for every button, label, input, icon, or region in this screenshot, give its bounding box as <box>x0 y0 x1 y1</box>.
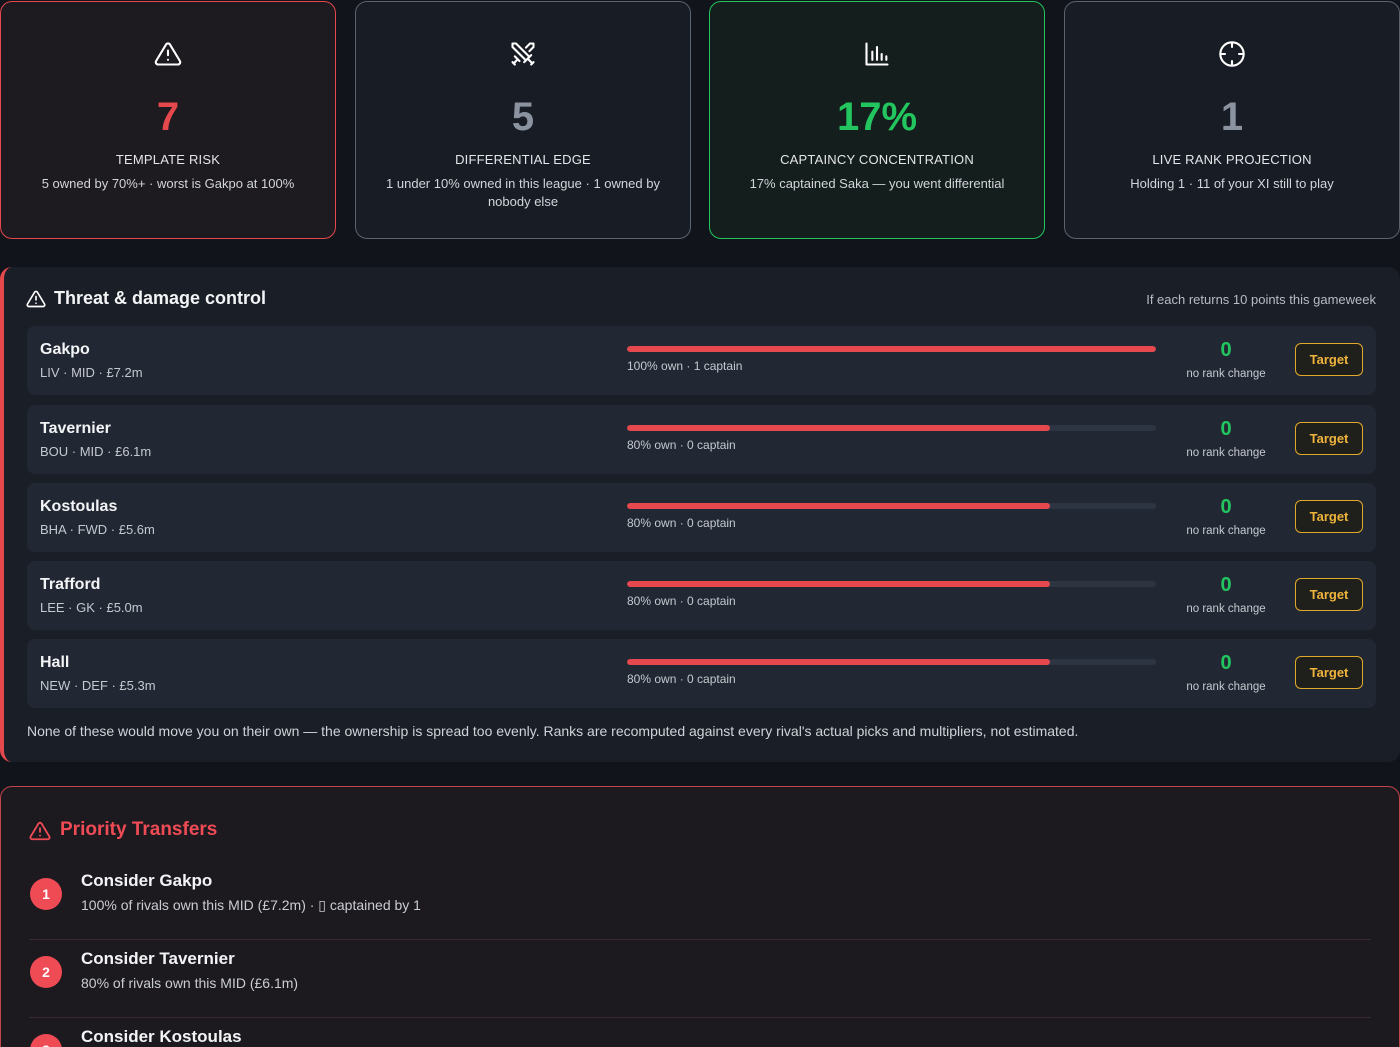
template-risk-sub: 5 owned by 70%+ · worst is Gakpo at 100% <box>41 176 295 191</box>
warning-triangle-icon <box>29 820 51 842</box>
threat-row: Gakpo LIV · MID · £7.2m 100% own · 1 cap… <box>27 326 1376 395</box>
threat-row: Kostoulas BHA · FWD · £5.6m 80% own · 0 … <box>27 483 1376 552</box>
warning-triangle-icon <box>26 289 46 309</box>
player-meta: NEW · DEF · £5.3m <box>40 678 156 693</box>
rank-change-value: 0 <box>1220 652 1232 674</box>
player-meta: BHA · FWD · £5.6m <box>40 522 155 537</box>
target-button[interactable]: Target <box>1295 656 1363 689</box>
ownership-label: 80% own · 0 captain <box>627 594 736 608</box>
captaincy-concentration-value: 17% <box>836 95 918 139</box>
target-button[interactable]: Target <box>1295 578 1363 611</box>
captaincy-concentration-label: CAPTAINCY CONCENTRATION <box>780 152 974 167</box>
player-name: Gakpo <box>40 341 90 358</box>
rank-change-label: no rank change <box>1186 447 1266 459</box>
rank-change-value: 0 <box>1220 339 1232 361</box>
target-button[interactable]: Target <box>1295 343 1363 376</box>
rank-change-value: 0 <box>1220 418 1232 440</box>
threat-panel: Threat & damage control If each returns … <box>0 267 1400 762</box>
threat-row: Hall NEW · DEF · £5.3m 80% own · 0 capta… <box>27 639 1376 708</box>
template-risk-label: TEMPLATE RISK <box>115 152 221 167</box>
warning-triangle-icon <box>154 40 182 68</box>
ownership-bar <box>627 659 1156 665</box>
template-risk-value: 7 <box>156 95 180 139</box>
ownership-bar <box>627 503 1156 509</box>
priority-transfer-title: Consider Kostoulas <box>81 1027 242 1046</box>
rank-change-label: no rank change <box>1186 368 1266 380</box>
priority-transfer-item[interactable]: 1 Consider Gakpo 100% of rivals own this… <box>29 862 1371 940</box>
priority-transfer-item[interactable]: 2 Consider Tavernier 80% of rivals own t… <box>29 940 1371 1018</box>
differential-edge-label: DIFFERENTIAL EDGE <box>455 152 591 167</box>
live-rank-projection-sub: Holding 1 · 11 of your XI still to play <box>1130 176 1334 191</box>
rank-change-value: 0 <box>1220 496 1232 518</box>
priority-transfer-desc: 80% of rivals own this MID (£6.1m) <box>81 975 299 991</box>
live-rank-projection-label: LIVE RANK PROJECTION <box>1152 152 1312 167</box>
priority-transfer-title: Consider Tavernier <box>81 949 235 968</box>
ownership-bar-fill <box>627 581 1051 587</box>
ownership-bar-fill <box>627 346 1156 352</box>
priority-number-badge: 2 <box>30 956 62 988</box>
rank-change-label: no rank change <box>1186 525 1266 537</box>
rank-change-label: no rank change <box>1186 681 1266 693</box>
target-button[interactable]: Target <box>1295 500 1363 533</box>
rank-change-label: no rank change <box>1186 603 1266 615</box>
ownership-bar-fill <box>627 503 1051 509</box>
player-name: Kostoulas <box>40 498 118 515</box>
differential-edge-sub: 1 under 10% owned in this league · 1 own… <box>386 176 660 209</box>
target-button[interactable]: Target <box>1295 422 1363 455</box>
differential-edge-card: 5 DIFFERENTIAL EDGE 1 under 10% owned in… <box>355 1 691 239</box>
priority-transfers-panel: Priority Transfers 1 Consider Gakpo 100%… <box>0 786 1400 1047</box>
template-risk-card: 7 TEMPLATE RISK 5 owned by 70%+ · worst … <box>0 1 336 239</box>
threat-title: Threat & damage control <box>54 288 267 308</box>
differential-edge-value: 5 <box>511 95 535 139</box>
ownership-bar <box>627 581 1156 587</box>
threat-row: Trafford LEE · GK · £5.0m 80% own · 0 ca… <box>27 561 1376 630</box>
ownership-bar-fill <box>627 659 1051 665</box>
priority-transfer-title: Consider Gakpo <box>81 871 213 890</box>
player-name: Hall <box>40 654 70 671</box>
ownership-label: 80% own · 0 captain <box>627 516 736 530</box>
captaincy-concentration-card: 17% CAPTAINCY CONCENTRATION 17% captaine… <box>709 1 1045 239</box>
ownership-label: 100% own · 1 captain <box>627 359 743 373</box>
crosshair-icon <box>1218 40 1246 68</box>
priority-title: Priority Transfers <box>60 819 218 840</box>
captaincy-concentration-sub: 17% captained Saka — you went differenti… <box>749 176 1005 191</box>
ownership-label: 80% own · 0 captain <box>627 438 736 452</box>
ownership-bar <box>627 346 1156 352</box>
player-meta: LEE · GK · £5.0m <box>40 600 143 615</box>
stat-cards: 7 TEMPLATE RISK 5 owned by 70%+ · worst … <box>0 1 1400 239</box>
player-meta: LIV · MID · £7.2m <box>40 365 143 380</box>
threat-row: Tavernier BOU · MID · £6.1m 80% own · 0 … <box>27 405 1376 474</box>
threat-note: If each returns 10 points this gameweek <box>1146 292 1376 307</box>
crossed-swords-icon <box>509 40 537 68</box>
priority-number-badge: 1 <box>30 878 62 910</box>
threat-header: Threat & damage control If each returns … <box>26 287 1376 311</box>
threat-footer-note: None of these would move you on their ow… <box>27 723 1079 739</box>
player-name: Trafford <box>40 576 101 593</box>
ownership-label: 80% own · 0 captain <box>627 672 736 686</box>
player-meta: BOU · MID · £6.1m <box>40 444 152 459</box>
live-rank-projection-card: 1 LIVE RANK PROJECTION Holding 1 · 11 of… <box>1064 1 1400 239</box>
priority-transfer-desc: 100% of rivals own this MID (£7.2m) · ▯ … <box>81 897 421 913</box>
ownership-bar-fill <box>627 425 1051 431</box>
bar-chart-icon <box>863 40 891 68</box>
ownership-bar <box>627 425 1156 431</box>
priority-number-badge: 3 <box>30 1034 62 1047</box>
rank-change-value: 0 <box>1220 574 1232 596</box>
player-name: Tavernier <box>40 420 111 437</box>
priority-transfer-item[interactable]: 3 Consider Kostoulas <box>29 1018 1371 1047</box>
live-rank-projection-value: 1 <box>1220 95 1244 139</box>
